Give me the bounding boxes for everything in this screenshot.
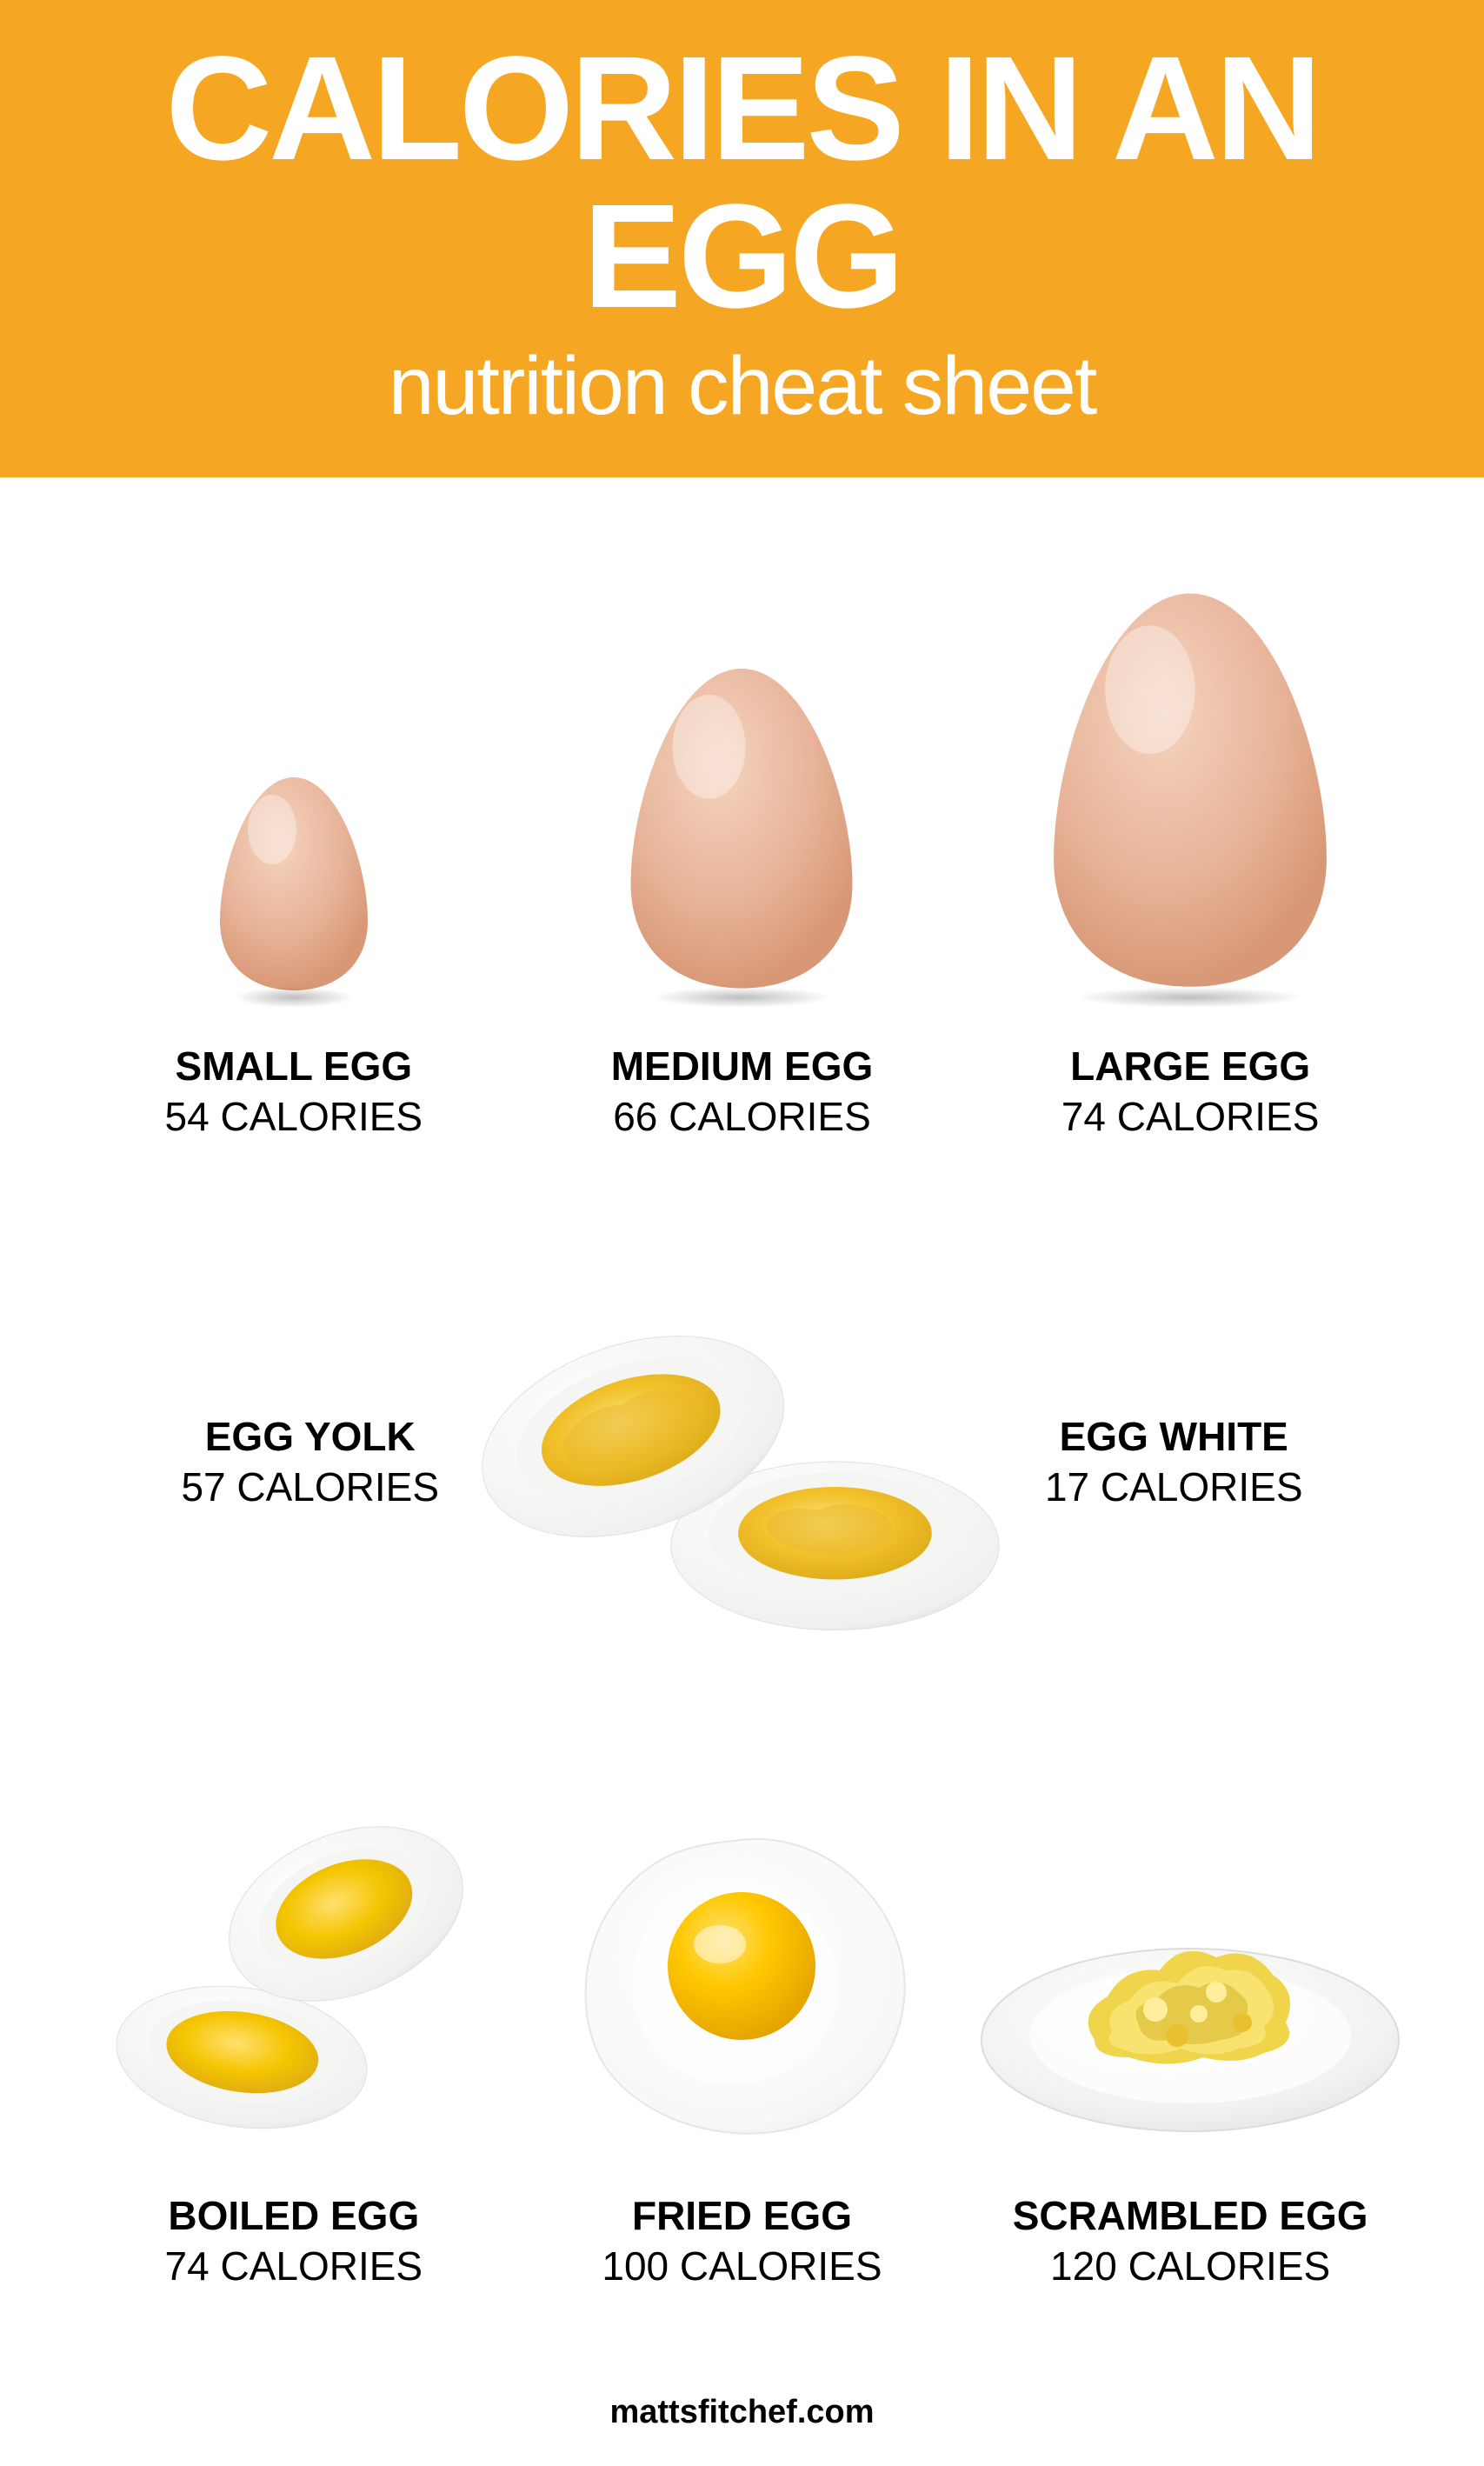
fried-egg-label: FRIED EGG bbox=[524, 2192, 959, 2239]
medium-egg-label: MEDIUM EGG bbox=[524, 1043, 959, 1090]
scrambled-egg-visual bbox=[973, 1801, 1407, 2149]
content-area: SMALL EGG 54 CALORIES bbox=[0, 477, 1484, 2466]
halved-egg-icon bbox=[482, 1279, 1003, 1644]
boiled-egg-icon bbox=[111, 1796, 476, 2149]
egg-yolk-item: EGG YOLK 57 CALORIES bbox=[139, 1413, 482, 1510]
main-title: CALORIES IN AN EGG bbox=[0, 35, 1484, 330]
egg-yolk-value: 57 CALORIES bbox=[139, 1463, 482, 1510]
scrambled-egg-value: 120 CALORIES bbox=[973, 2243, 1407, 2289]
fried-egg-visual bbox=[524, 1801, 959, 2149]
large-egg-visual bbox=[973, 582, 1407, 999]
medium-egg-icon bbox=[611, 656, 872, 999]
subtitle: nutrition cheat sheet bbox=[0, 339, 1484, 434]
scrambled-egg-icon bbox=[973, 1849, 1407, 2149]
large-egg-value: 74 CALORIES bbox=[973, 1093, 1407, 1140]
medium-egg-item: MEDIUM EGG 66 CALORIES bbox=[524, 582, 959, 1140]
medium-egg-visual bbox=[524, 582, 959, 999]
fried-egg-item: FRIED EGG 100 CALORIES bbox=[524, 1801, 959, 2289]
boiled-egg-visual bbox=[77, 1801, 511, 2149]
yolk-white-row: EGG YOLK 57 CALORIES bbox=[139, 1279, 1345, 1644]
footer-credit: mattsfitchef.com bbox=[70, 2394, 1414, 2431]
boiled-egg-value: 74 CALORIES bbox=[77, 2243, 511, 2289]
boiled-egg-label: BOILED EGG bbox=[77, 2192, 511, 2239]
fried-egg-value: 100 CALORIES bbox=[524, 2243, 959, 2289]
small-egg-value: 54 CALORIES bbox=[77, 1093, 511, 1140]
large-egg-item: LARGE EGG 74 CALORIES bbox=[973, 582, 1407, 1140]
scrambled-egg-label: SCRAMBLED EGG bbox=[973, 2192, 1407, 2239]
scrambled-egg-item: SCRAMBLED EGG 120 CALORIES bbox=[973, 1801, 1407, 2289]
fried-egg-icon bbox=[559, 1814, 924, 2149]
egg-white-item: EGG WHITE 17 CALORIES bbox=[1003, 1413, 1346, 1510]
medium-egg-value: 66 CALORIES bbox=[524, 1093, 959, 1140]
boiled-egg-item: BOILED EGG 74 CALORIES bbox=[77, 1801, 511, 2289]
small-egg-label: SMALL EGG bbox=[77, 1043, 511, 1090]
egg-white-label: EGG WHITE bbox=[1003, 1413, 1346, 1460]
large-egg-icon bbox=[1025, 577, 1355, 999]
header-banner: CALORIES IN AN EGG nutrition cheat sheet bbox=[0, 0, 1484, 477]
whole-eggs-row: SMALL EGG 54 CALORIES bbox=[70, 582, 1414, 1140]
infographic-container: CALORIES IN AN EGG nutrition cheat sheet bbox=[0, 0, 1484, 2466]
large-egg-label: LARGE EGG bbox=[973, 1043, 1407, 1090]
small-egg-icon bbox=[207, 769, 381, 999]
cooked-eggs-row: BOILED EGG 74 CALORIES bbox=[70, 1801, 1414, 2289]
egg-yolk-label: EGG YOLK bbox=[139, 1413, 482, 1460]
egg-white-value: 17 CALORIES bbox=[1003, 1463, 1346, 1510]
small-egg-item: SMALL EGG 54 CALORIES bbox=[77, 582, 511, 1140]
small-egg-visual bbox=[77, 582, 511, 999]
